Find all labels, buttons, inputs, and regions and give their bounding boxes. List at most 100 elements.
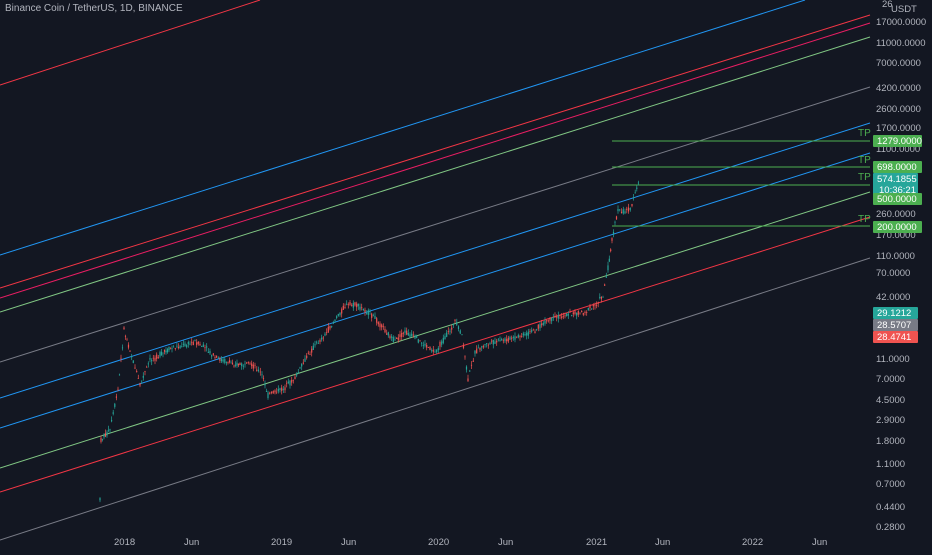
candle-body bbox=[436, 349, 438, 353]
candle-body bbox=[631, 204, 633, 206]
candle-body bbox=[542, 322, 544, 325]
candle-body bbox=[112, 412, 114, 414]
candle-body bbox=[126, 339, 128, 341]
candle-body bbox=[118, 374, 121, 376]
candle-body bbox=[191, 341, 193, 343]
candle-body bbox=[412, 334, 414, 336]
candle-body bbox=[261, 374, 263, 376]
candle-body bbox=[244, 363, 246, 365]
candle-body bbox=[421, 342, 423, 344]
y-tick: 4.5000 bbox=[876, 395, 905, 406]
candle-body bbox=[224, 359, 226, 363]
y-tick: 11.0000 bbox=[876, 354, 910, 365]
candle-body bbox=[434, 351, 436, 353]
candle-body bbox=[617, 209, 619, 212]
candle-body bbox=[626, 208, 628, 210]
candle-body bbox=[207, 351, 209, 353]
candle-body bbox=[284, 387, 286, 391]
candle-body bbox=[311, 348, 313, 353]
candle-body bbox=[456, 322, 458, 325]
candle-body bbox=[111, 420, 113, 422]
candle-body bbox=[194, 340, 196, 342]
candle-body bbox=[444, 336, 446, 340]
candle-body bbox=[247, 362, 249, 363]
candle-body bbox=[512, 337, 514, 338]
candle-body bbox=[442, 337, 444, 343]
candle-body bbox=[341, 309, 343, 314]
candle-body bbox=[282, 389, 284, 390]
candle-body bbox=[307, 352, 309, 354]
candle-body bbox=[265, 391, 268, 392]
channel-line bbox=[0, 152, 871, 429]
candle-body bbox=[206, 346, 208, 348]
candle-body bbox=[166, 349, 169, 353]
candle-body bbox=[509, 337, 511, 340]
badge-text: 698.0000 bbox=[877, 162, 917, 173]
candle-body bbox=[521, 336, 523, 337]
candle-body bbox=[424, 343, 426, 346]
y-tick: 1.1000 bbox=[876, 459, 905, 470]
candle-body bbox=[289, 380, 291, 386]
candle-body bbox=[211, 355, 213, 357]
tp-label: TP bbox=[858, 128, 871, 139]
candle-body bbox=[566, 313, 568, 317]
candle-body bbox=[127, 344, 130, 348]
candle-body bbox=[479, 347, 481, 350]
candle-body bbox=[124, 335, 127, 337]
candle-body bbox=[234, 364, 237, 366]
candle-body bbox=[349, 302, 351, 305]
candle-body bbox=[214, 357, 216, 358]
candle-body bbox=[589, 306, 591, 309]
symbol-title[interactable]: Binance Coin / TetherUS, 1D, BINANCE bbox=[5, 3, 183, 14]
candle-body bbox=[199, 343, 201, 346]
candle-body bbox=[291, 380, 293, 383]
candle-body bbox=[529, 331, 531, 332]
candle-body bbox=[636, 187, 638, 189]
candle-body bbox=[364, 309, 366, 313]
candle-body bbox=[407, 333, 409, 336]
candle-body bbox=[484, 344, 486, 345]
candle-body bbox=[301, 364, 303, 367]
candle-body bbox=[321, 337, 323, 340]
x-tick: 2022 bbox=[742, 537, 763, 548]
candle-body bbox=[327, 326, 329, 333]
x-axis: 2018 Jun 2019 Jun 2020 Jun 2021 Jun 2022… bbox=[114, 537, 827, 548]
candle-body bbox=[262, 378, 265, 379]
candle-body bbox=[556, 316, 558, 318]
candle-body bbox=[339, 312, 341, 315]
candle-body bbox=[487, 344, 489, 346]
badge-text: 500.0000 bbox=[877, 194, 917, 205]
candle-body bbox=[481, 346, 483, 348]
candle-body bbox=[201, 346, 203, 347]
candle-body bbox=[257, 369, 260, 372]
candle-body bbox=[594, 305, 596, 307]
candle-body bbox=[317, 343, 319, 344]
candle-body bbox=[346, 303, 348, 305]
candle-body bbox=[519, 336, 521, 337]
candle-body bbox=[228, 360, 231, 363]
candle-body bbox=[451, 327, 453, 330]
candle-body bbox=[637, 182, 639, 184]
candle-body bbox=[516, 336, 518, 338]
y-tick: 110.0000 bbox=[876, 251, 915, 262]
candle-body bbox=[419, 340, 421, 342]
candle-body bbox=[552, 316, 554, 318]
x-tick: Jun bbox=[184, 537, 199, 548]
candle-body bbox=[579, 312, 581, 314]
candle-body bbox=[332, 322, 334, 324]
candle-body bbox=[549, 318, 551, 321]
candle-body bbox=[376, 318, 378, 323]
candle-body bbox=[474, 350, 476, 354]
badge-text: 28.4741 bbox=[877, 332, 911, 343]
candle-body bbox=[366, 313, 368, 315]
candle-body bbox=[534, 331, 536, 334]
candle-body bbox=[162, 352, 164, 354]
candle-body bbox=[331, 326, 333, 327]
candle-body bbox=[173, 346, 175, 348]
candle-body bbox=[357, 303, 359, 307]
candle-body bbox=[465, 366, 468, 370]
candle-body bbox=[489, 343, 491, 345]
candle-body bbox=[306, 355, 308, 358]
